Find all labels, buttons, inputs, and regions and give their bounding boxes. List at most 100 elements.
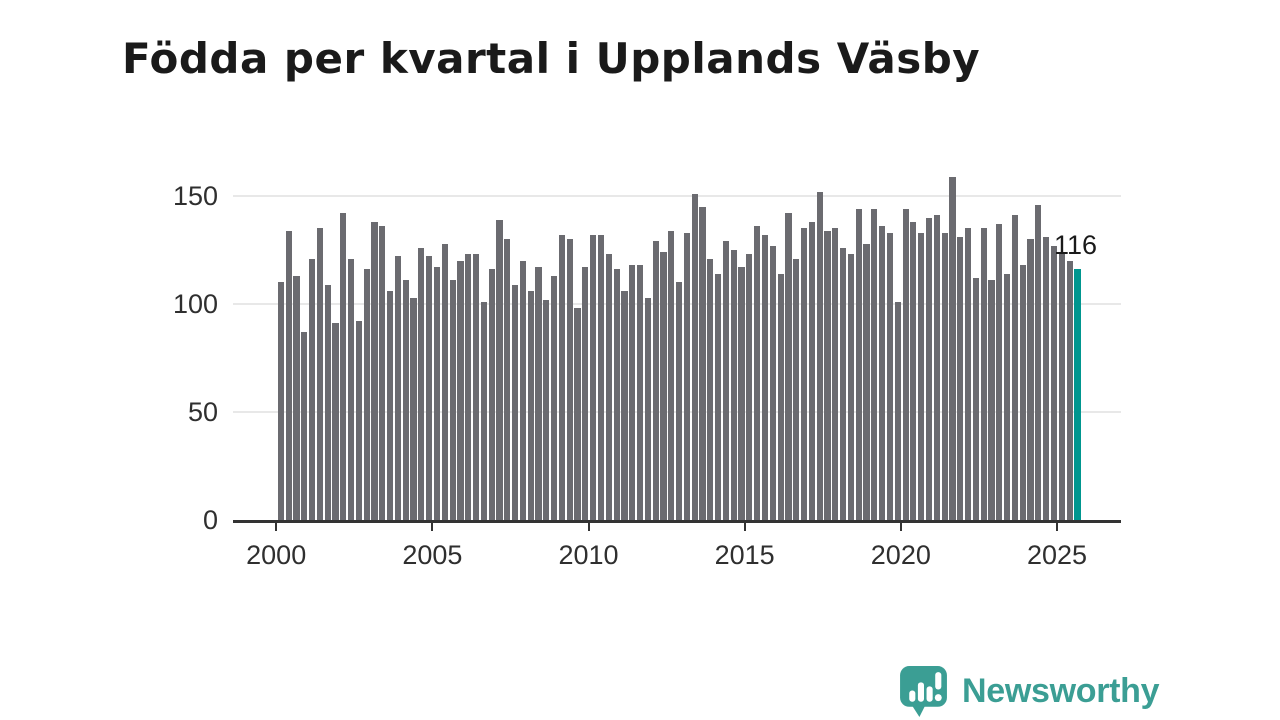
bar bbox=[660, 252, 667, 520]
bar bbox=[785, 213, 792, 520]
y-axis-tick-label: 100 bbox=[172, 289, 218, 319]
bar bbox=[465, 254, 472, 520]
x-axis-tick bbox=[587, 523, 590, 531]
bar bbox=[925, 217, 933, 520]
bar bbox=[347, 258, 355, 520]
gridline-y-150 bbox=[233, 195, 1121, 197]
bar bbox=[277, 282, 284, 520]
bar bbox=[457, 260, 464, 520]
bar bbox=[691, 193, 698, 520]
highlighted-bar bbox=[1074, 269, 1081, 520]
bar bbox=[707, 258, 714, 520]
bar bbox=[285, 230, 292, 520]
bar bbox=[449, 280, 456, 520]
bar bbox=[1019, 265, 1026, 520]
bar bbox=[840, 247, 847, 520]
newsworthy-logo-text: Newsworthy bbox=[962, 671, 1160, 710]
bar bbox=[535, 267, 542, 520]
bar bbox=[613, 269, 620, 520]
x-axis-tick-label: 2025 bbox=[1026, 540, 1088, 570]
bar bbox=[816, 191, 823, 520]
bar bbox=[761, 234, 769, 520]
bar bbox=[832, 228, 839, 520]
bar bbox=[355, 321, 362, 520]
bar bbox=[551, 275, 558, 520]
bar bbox=[605, 254, 612, 520]
bar bbox=[699, 206, 706, 520]
x-axis-tick bbox=[1056, 523, 1058, 531]
bar bbox=[676, 282, 683, 520]
bar bbox=[871, 208, 878, 520]
bar bbox=[988, 280, 995, 520]
bar bbox=[683, 232, 690, 520]
bar bbox=[800, 228, 808, 520]
bar bbox=[410, 297, 417, 520]
bar bbox=[519, 260, 526, 520]
bar bbox=[738, 267, 745, 520]
bar bbox=[636, 265, 644, 520]
bar bbox=[418, 247, 425, 520]
bar bbox=[777, 273, 784, 520]
bar bbox=[574, 308, 581, 520]
bar bbox=[894, 301, 901, 520]
bar bbox=[402, 280, 409, 520]
bar bbox=[363, 269, 370, 520]
x-axis-tick bbox=[431, 523, 434, 531]
bar bbox=[441, 243, 448, 520]
bar bbox=[847, 254, 855, 520]
bar bbox=[902, 208, 909, 520]
bar bbox=[715, 273, 722, 520]
bar bbox=[1043, 237, 1050, 520]
bar bbox=[957, 237, 964, 520]
bar bbox=[480, 301, 487, 520]
bar bbox=[652, 241, 659, 520]
bar bbox=[1011, 215, 1019, 520]
bar bbox=[387, 291, 394, 520]
bar bbox=[504, 239, 511, 520]
bar bbox=[340, 213, 347, 520]
bar bbox=[1066, 260, 1073, 520]
bar bbox=[301, 332, 308, 520]
bar bbox=[582, 267, 589, 520]
y-axis-tick-label: 0 bbox=[202, 505, 218, 535]
bar bbox=[293, 275, 300, 520]
bar bbox=[1050, 245, 1058, 520]
bar bbox=[886, 232, 894, 520]
bar bbox=[488, 269, 495, 520]
x-axis-tick bbox=[275, 523, 278, 531]
x-axis-tick-label: 2000 bbox=[246, 540, 307, 570]
bar bbox=[980, 228, 987, 520]
bar bbox=[597, 234, 605, 520]
bar bbox=[793, 258, 800, 520]
bar bbox=[879, 226, 886, 520]
bar bbox=[527, 291, 534, 520]
bar bbox=[1004, 273, 1011, 520]
bar bbox=[379, 226, 386, 520]
bar bbox=[324, 284, 331, 520]
bar bbox=[972, 278, 979, 520]
chart-title: Födda per kvartal i Upplands Väsby bbox=[122, 34, 981, 84]
x-axis-tick-label: 2010 bbox=[558, 540, 619, 570]
newsworthy-logo: Newsworthy bbox=[897, 664, 1160, 717]
bar bbox=[722, 241, 730, 520]
x-axis-tick-label: 2015 bbox=[714, 540, 775, 570]
bar bbox=[566, 239, 573, 520]
bar bbox=[512, 284, 519, 520]
bar bbox=[426, 256, 433, 520]
y-axis-tick-label: 150 bbox=[172, 181, 218, 211]
bar bbox=[496, 219, 503, 520]
bar bbox=[730, 250, 737, 520]
bar bbox=[754, 226, 761, 520]
bar bbox=[1027, 239, 1034, 520]
bar bbox=[933, 215, 940, 520]
bar bbox=[668, 230, 675, 520]
bar bbox=[371, 221, 378, 520]
bar bbox=[996, 224, 1003, 520]
bar bbox=[941, 232, 948, 520]
bar bbox=[308, 258, 316, 520]
bar bbox=[590, 234, 597, 520]
bar bbox=[472, 254, 480, 520]
bar bbox=[855, 208, 862, 520]
